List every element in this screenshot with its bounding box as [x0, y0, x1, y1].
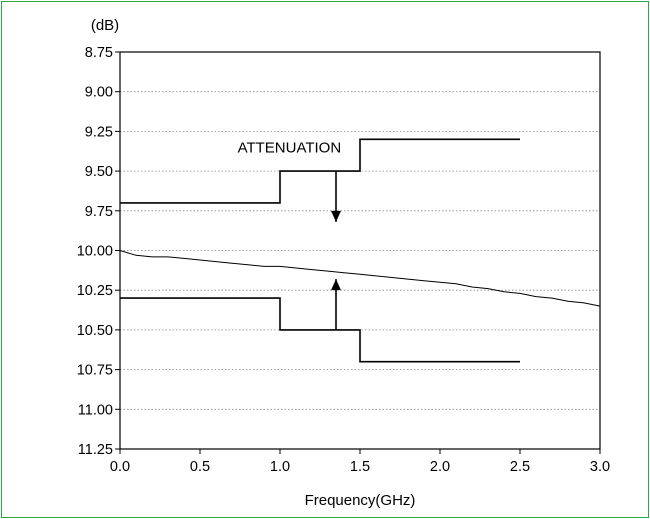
- y-tick-label: 9.50: [85, 164, 113, 180]
- x-axis-ticks: 0.0 0.5 1.0 1.5 2.0 2.5 3.0: [110, 449, 610, 475]
- measurement-line: [119, 250, 601, 307]
- grid-lines: [120, 91, 600, 410]
- y-tick-label: 10.00: [77, 244, 113, 260]
- x-tick-label: 2.0: [430, 459, 450, 475]
- y-axis-ticks: 8.75 9.00 9.25 9.50 9.75 10.00 10.25 10.50 10.75…: [77, 45, 120, 458]
- arrow-head-up: [331, 279, 341, 291]
- y-tick-label: 9.25: [85, 124, 113, 140]
- y-tick-label: 9.00: [85, 85, 113, 101]
- annotation-label: ATTENUATION: [238, 139, 342, 156]
- y-axis-label: (dB): [91, 17, 119, 34]
- annotations: ATTENUATION: [238, 139, 342, 330]
- x-tick-label: 1.0: [270, 459, 290, 475]
- arrow-head-down: [331, 210, 341, 222]
- lower-limit-line: [120, 297, 520, 363]
- y-tick-label: 10.25: [77, 283, 113, 299]
- y-tick-label: 10.50: [77, 323, 113, 339]
- y-tick-label: 11.25: [78, 442, 113, 458]
- x-tick-label: 2.5: [510, 459, 530, 475]
- x-tick-label: 0.0: [110, 459, 130, 475]
- upper-limit-line: [120, 138, 520, 204]
- y-tick-label: 9.75: [85, 204, 113, 220]
- x-axis-label: Frequency(GHz): [305, 492, 416, 509]
- y-tick-label: 10.75: [77, 363, 113, 379]
- series-layer: [119, 138, 601, 363]
- x-tick-label: 3.0: [590, 459, 610, 475]
- x-tick-label: 0.5: [190, 459, 210, 475]
- plot-area: [119, 51, 601, 450]
- y-tick-label: 11.00: [78, 402, 113, 418]
- y-tick-label: 8.75: [85, 45, 113, 61]
- x-tick-label: 1.5: [350, 459, 370, 475]
